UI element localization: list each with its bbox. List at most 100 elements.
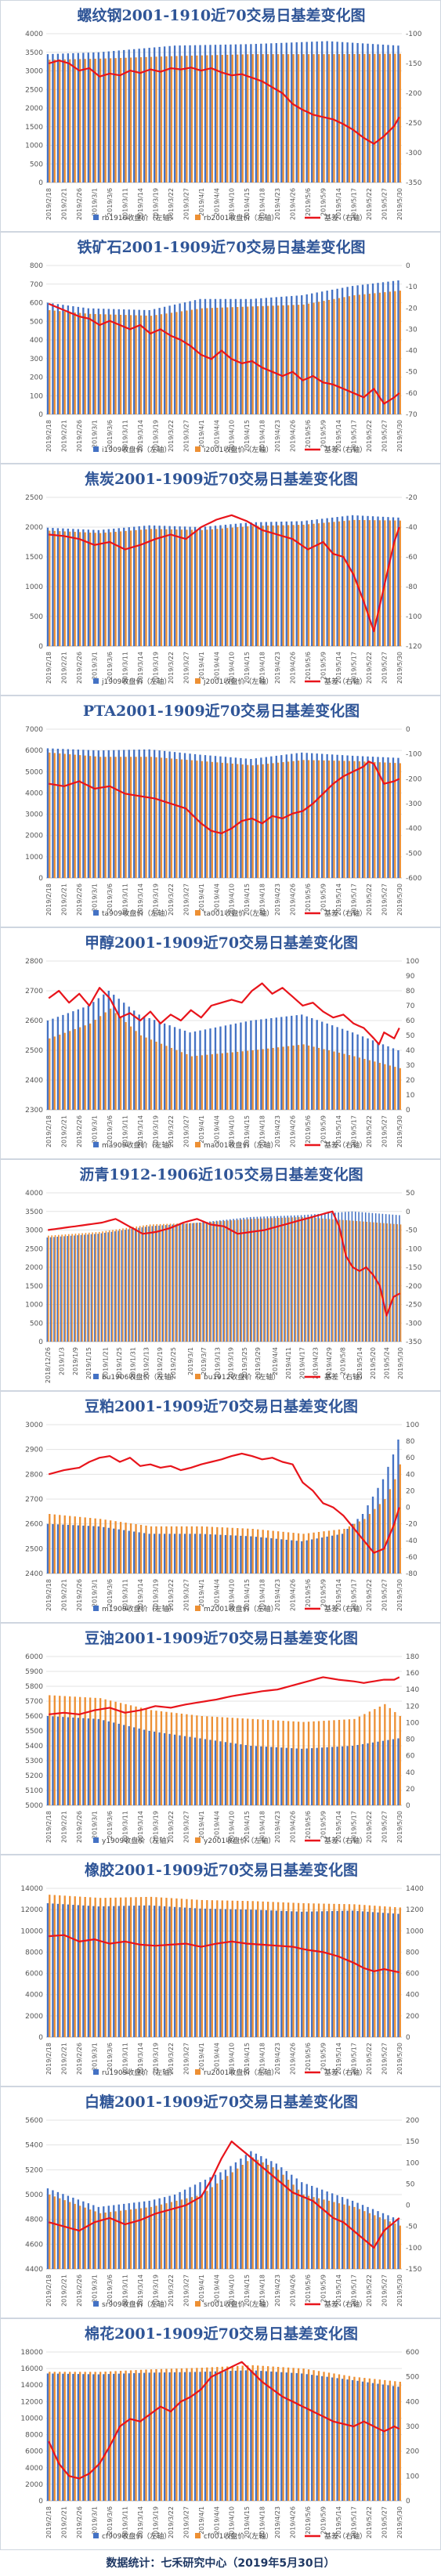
x-tick-label: 2019/3/27 (183, 652, 190, 684)
x-tick-label: 2019/5/27 (381, 1115, 388, 1147)
y2-tick-label: 600 (406, 1971, 419, 1978)
bar-far (358, 1521, 361, 1573)
bar-near (387, 1466, 389, 1573)
bar-far (343, 1529, 345, 1573)
bar-far (297, 2189, 300, 2269)
bar-far (145, 56, 147, 182)
bar-near (103, 994, 105, 1110)
bar-near (60, 1236, 62, 1342)
bar-far (272, 525, 274, 646)
bar-far (221, 307, 223, 414)
bar-far (307, 303, 310, 414)
y-tick-label: 2600 (25, 1017, 43, 1025)
bar-far (59, 2372, 61, 2501)
y2-tick-label: 160 (406, 1670, 419, 1678)
bar-far (254, 1219, 256, 1342)
bar-near (336, 1534, 338, 1573)
x-tick-label: 2019/2/13 (143, 1347, 150, 1379)
x-tick-label: 2019/3/1 (92, 1579, 99, 1607)
bar-near (153, 1906, 156, 2037)
bar-far (211, 761, 213, 878)
bar-near (173, 2195, 176, 2269)
x-tick-label: 2019/4/23 (274, 188, 281, 220)
bar-near (204, 1534, 207, 1573)
bar-far (353, 519, 356, 646)
bar-far (211, 1716, 213, 1805)
x-tick-label: 2019/3/6 (107, 883, 114, 912)
bar-near (199, 527, 201, 646)
bar-far (129, 315, 132, 414)
bar-far (247, 526, 249, 646)
bar-far (119, 314, 122, 414)
bar-near (204, 1908, 207, 2037)
bar-near (395, 1215, 397, 1342)
bar-far (211, 1900, 213, 2037)
bar-far (54, 1234, 56, 1342)
x-tick-label: 2019/5/6 (305, 420, 312, 448)
bar-near (397, 280, 399, 414)
bar-far (272, 1902, 274, 2037)
y-tick-label: 2400 (25, 1077, 43, 1085)
bar-near (392, 2217, 395, 2269)
bar-near (311, 753, 313, 878)
legend-label-far: y2001收盘价（左轴） (204, 1836, 275, 1845)
x-tick-label: 2019/5/22 (366, 188, 373, 220)
bar-far (150, 1039, 153, 1110)
y-tick-label: 5500 (25, 1728, 43, 1736)
bar-near (351, 1746, 354, 1805)
bar-near (285, 1747, 287, 1805)
bar-near (311, 1911, 313, 2037)
bar-far (292, 2184, 295, 2269)
bar-far (216, 1717, 219, 1805)
bar-far (221, 528, 223, 646)
chart-title: 甲醇2001-1909近70交易日基差变化图 (84, 934, 359, 952)
bar-near (103, 52, 105, 183)
bar-near (107, 1232, 109, 1342)
y-tick-label: 2000 (25, 1264, 43, 1272)
bar-near (316, 42, 318, 182)
bar-far (266, 526, 269, 646)
bar-far (63, 2200, 66, 2269)
bar-far (332, 1219, 334, 1342)
x-tick-label: 2019/4/17 (298, 1347, 305, 1379)
y2-tick-label: -30 (406, 326, 418, 334)
bar-far (374, 1709, 376, 1805)
bar-near (224, 2170, 227, 2269)
bar-near (387, 757, 389, 878)
y-tick-label: 1500 (25, 554, 43, 562)
bar-near (113, 1528, 115, 1573)
bar-near (321, 1747, 324, 1805)
x-tick-label: 2019/1/9 (72, 1347, 79, 1375)
bar-near (356, 285, 359, 414)
bar-far (139, 2208, 143, 2269)
x-tick-label: 2019/3/22 (168, 2043, 175, 2075)
bar-near (92, 1718, 95, 1805)
x-tick-label: 2019/3/1 (92, 652, 99, 680)
bar-near (265, 1909, 267, 2037)
bar-near (336, 1027, 338, 1110)
y-tick-label: 10000 (20, 2415, 43, 2422)
bar-far (389, 1906, 391, 2037)
basis-line (49, 1676, 400, 1716)
bar-near (214, 1027, 217, 1110)
bar-far (170, 2202, 173, 2269)
bar-near (53, 1237, 55, 1342)
bar-near (56, 1716, 60, 1805)
bar-far (78, 1233, 80, 1342)
bar-far (160, 314, 163, 414)
chart-title: 焦炭2001-1909近70交易日基差变化图 (84, 471, 359, 488)
x-tick-label: 2019/5/14 (356, 1347, 363, 1379)
y2-tick-label: -300 (406, 800, 422, 808)
bar-near (367, 1505, 369, 1573)
bar-near (123, 1530, 125, 1573)
bar-far (99, 58, 102, 182)
bar-far (262, 526, 264, 646)
bar-near (189, 2372, 191, 2501)
bar-far (180, 311, 183, 414)
bar-far (89, 1697, 92, 1805)
bar-near (67, 1904, 70, 2037)
bar-far (297, 1045, 300, 1110)
bar-near (367, 2206, 369, 2269)
bar-far (282, 305, 284, 414)
